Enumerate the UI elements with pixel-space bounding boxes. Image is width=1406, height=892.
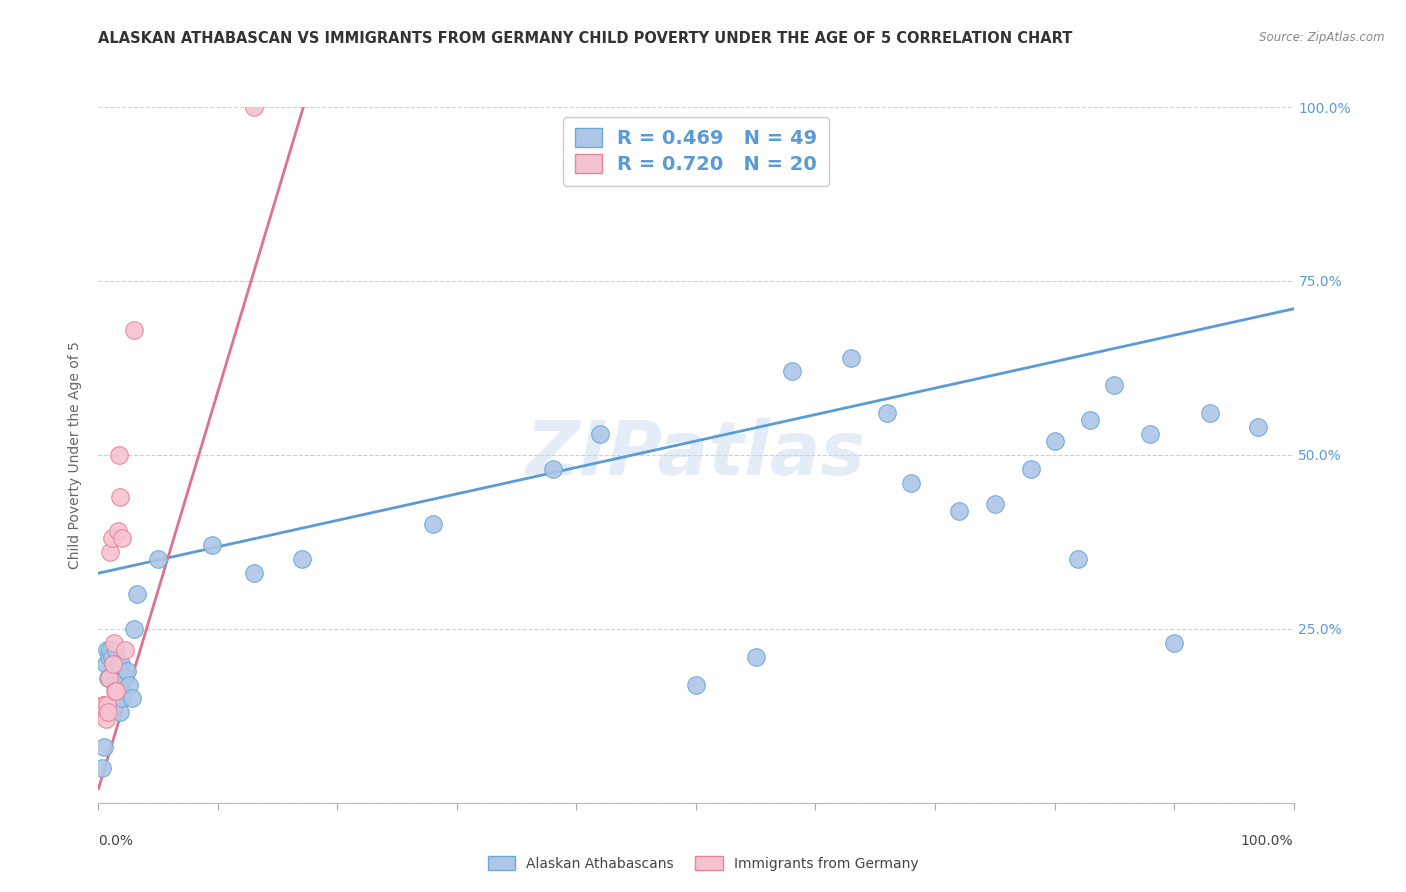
Legend: Alaskan Athabascans, Immigrants from Germany: Alaskan Athabascans, Immigrants from Ger… (482, 851, 924, 876)
Point (100, 649, 122, 664)
Point (1198, 406, 1220, 420)
Point (589, 427, 612, 442)
Text: ALASKAN ATHABASCAN VS IMMIGRANTS FROM GERMANY CHILD POVERTY UNDER THE AGE OF 5 C: ALASKAN ATHABASCAN VS IMMIGRANTS FROM GE… (98, 31, 1073, 46)
Point (114, 671, 136, 685)
Point (900, 475, 922, 490)
Text: 0.0%: 0.0% (98, 834, 134, 848)
Point (1019, 462, 1042, 476)
Point (103, 664, 125, 678)
Point (96, 698, 118, 713)
Point (107, 448, 129, 462)
Point (105, 657, 128, 671)
Text: 100.0%: 100.0% (1241, 834, 1294, 848)
Point (108, 490, 131, 504)
Point (105, 684, 128, 698)
Point (243, 100, 266, 114)
Point (108, 684, 131, 698)
Point (984, 497, 1007, 511)
Point (104, 684, 127, 698)
Point (111, 532, 134, 546)
Point (118, 677, 141, 691)
Point (100, 532, 122, 546)
Point (1246, 420, 1268, 434)
Point (125, 587, 148, 601)
Point (91, 706, 114, 720)
Text: ZIPatlas: ZIPatlas (526, 418, 866, 491)
Point (1080, 413, 1102, 427)
Point (93, 698, 115, 713)
Point (121, 691, 143, 706)
Point (107, 677, 129, 691)
Legend: R = 0.469   N = 49, R = 0.720   N = 20: R = 0.469 N = 49, R = 0.720 N = 20 (562, 117, 830, 186)
Point (1139, 427, 1161, 442)
Point (101, 657, 124, 671)
Point (948, 503, 970, 517)
Point (91, 698, 114, 713)
Point (201, 538, 224, 552)
Point (103, 636, 125, 650)
Point (104, 677, 127, 691)
Point (1102, 378, 1125, 392)
Point (124, 323, 146, 337)
Point (422, 517, 444, 532)
Point (98, 545, 122, 559)
Point (108, 706, 131, 720)
Point (107, 657, 129, 671)
Point (98, 649, 121, 664)
Point (243, 566, 266, 581)
Point (780, 364, 803, 378)
Y-axis label: Child Poverty Under the Age of 5: Child Poverty Under the Age of 5 (69, 341, 83, 569)
Point (97, 706, 120, 720)
Point (685, 677, 707, 691)
Point (1067, 552, 1090, 566)
Point (94, 657, 117, 671)
Text: Source: ZipAtlas.com: Source: ZipAtlas.com (1260, 31, 1385, 45)
Point (101, 657, 124, 671)
Point (1163, 636, 1185, 650)
Point (148, 552, 170, 566)
Point (98, 671, 121, 685)
Point (107, 524, 129, 539)
Point (541, 462, 564, 476)
Point (91, 761, 114, 775)
Point (124, 622, 146, 636)
Point (291, 552, 314, 566)
Point (93, 740, 115, 755)
Point (98, 642, 122, 657)
Point (111, 691, 134, 706)
Point (110, 657, 132, 671)
Point (876, 406, 898, 420)
Point (745, 649, 768, 664)
Point (841, 351, 863, 365)
Point (115, 664, 138, 678)
Point (114, 642, 136, 657)
Point (105, 642, 128, 657)
Point (94, 712, 117, 726)
Point (1043, 434, 1066, 448)
Point (97, 671, 120, 685)
Point (96, 642, 118, 657)
